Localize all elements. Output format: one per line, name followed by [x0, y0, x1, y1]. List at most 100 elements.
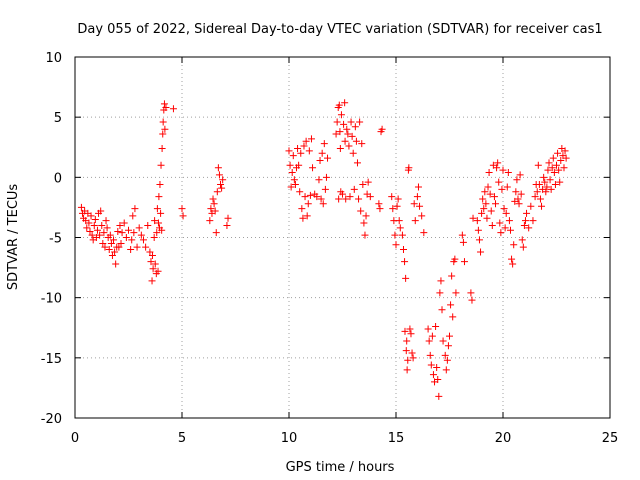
data-point [492, 200, 500, 208]
data-point [307, 135, 315, 143]
y-tick-label: -10 [41, 292, 62, 307]
data-point [418, 212, 426, 220]
data-point [546, 176, 554, 184]
data-point [407, 330, 415, 338]
data-point [212, 229, 220, 237]
data-point [339, 190, 346, 198]
data-point [388, 193, 396, 201]
data-point [480, 205, 488, 213]
data-point [404, 356, 412, 364]
data-point [83, 224, 91, 232]
data-point [446, 332, 453, 340]
data-point [425, 337, 433, 345]
data-point [341, 99, 349, 107]
data-point [115, 243, 123, 251]
data-point [551, 181, 559, 189]
data-point [348, 132, 356, 140]
data-point [122, 234, 130, 241]
data-point [509, 260, 517, 268]
data-point [161, 125, 169, 133]
data-point [353, 159, 361, 167]
data-point [309, 164, 317, 172]
data-point [460, 258, 468, 266]
data-point [149, 265, 157, 273]
data-point [506, 226, 514, 234]
data-point [317, 195, 325, 203]
data-point [305, 147, 313, 155]
data-point [315, 176, 323, 184]
data-point [494, 159, 502, 167]
data-point [439, 337, 447, 345]
data-point [93, 226, 101, 234]
data-point [516, 171, 524, 179]
data-point [499, 166, 507, 174]
data-point [459, 238, 467, 246]
data-point [206, 217, 214, 225]
data-point [147, 258, 155, 266]
data-point [402, 274, 410, 282]
data-point [127, 246, 135, 254]
data-point [533, 188, 541, 196]
data-point [554, 149, 562, 157]
data-point [299, 214, 307, 222]
data-point [493, 164, 501, 172]
data-point [495, 178, 503, 186]
data-point [393, 202, 401, 210]
data-point [155, 193, 163, 201]
data-point [110, 236, 118, 244]
data-point [303, 212, 311, 220]
data-point [347, 118, 355, 126]
data-point [336, 144, 344, 152]
data-point [452, 289, 460, 297]
data-point [468, 296, 476, 304]
data-point [103, 224, 111, 232]
data-point [523, 209, 531, 217]
data-point [108, 252, 116, 260]
data-point [302, 137, 310, 145]
data-point [490, 193, 498, 201]
data-point [429, 371, 437, 379]
y-tick-label: 10 [45, 51, 62, 66]
data-point [157, 209, 165, 217]
data-point [544, 166, 552, 174]
y-tick-label: -5 [49, 232, 62, 247]
y-tick-label: -20 [41, 412, 62, 427]
data-point [345, 142, 353, 150]
data-point [162, 104, 170, 112]
data-point [444, 342, 452, 350]
data-point [351, 123, 359, 131]
data-point [434, 375, 442, 383]
data-point [321, 185, 329, 193]
data-point [120, 219, 128, 227]
data-point [401, 327, 409, 335]
data-point [179, 212, 187, 220]
data-point [437, 277, 445, 285]
data-point [410, 200, 418, 208]
data-point [449, 313, 457, 321]
data-point [285, 147, 293, 155]
y-axis-label: SDTVAR / TECUs [6, 184, 21, 291]
data-point [481, 188, 489, 196]
data-point [87, 212, 95, 220]
data-point [111, 248, 119, 256]
data-point [485, 169, 493, 177]
data-point [153, 229, 161, 237]
data-point [527, 202, 535, 210]
data-point [403, 337, 411, 345]
data-point [86, 227, 94, 235]
data-point [158, 226, 166, 234]
data-point [349, 149, 357, 157]
data-point [447, 301, 455, 309]
data-point [344, 130, 352, 138]
data-point [487, 207, 495, 215]
data-point [105, 246, 113, 254]
data-point [131, 205, 139, 213]
data-point [428, 332, 436, 340]
data-point [151, 217, 159, 225]
data-point [432, 323, 440, 331]
data-point [217, 181, 225, 189]
data-point [549, 154, 557, 162]
data-point [88, 231, 96, 239]
data-point [90, 221, 98, 229]
